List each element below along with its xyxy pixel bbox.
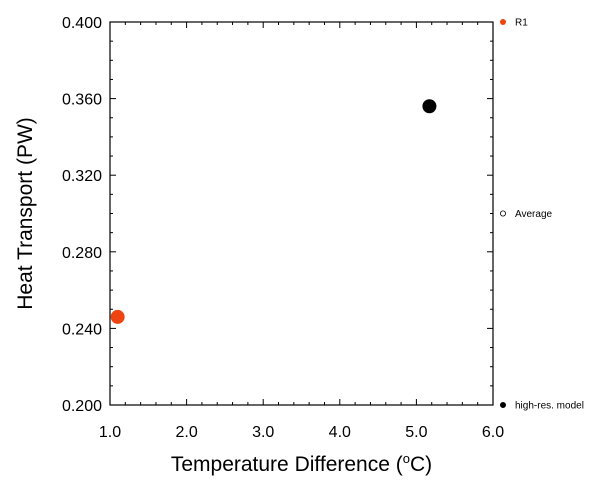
x-tick-label: 5.0 [405,424,427,441]
legend-label: R1 [515,18,528,29]
data-point [422,99,437,114]
legend-marker [499,210,506,217]
data-point [110,309,125,324]
y-axis-title: Heat Transport (PW) [14,117,37,310]
x-tick-label: 6.0 [482,424,504,441]
x-tick-label: 3.0 [252,424,274,441]
y-tick-label: 0.400 [62,15,102,32]
legend-marker [499,18,506,25]
legend-label: Average [515,209,553,220]
x-tick-label: 1.0 [99,424,121,441]
y-tick-label: 0.360 [62,92,102,109]
data-points [110,99,437,324]
legend-marker [499,401,506,408]
plot-frame [109,21,494,406]
legend-label: high-res. model [515,401,584,412]
y-axis-ticks: 0.200 0.240 0.280 0.320 0.360 0.400 [62,15,493,415]
x-axis-title: Temperature Difference (oC) [171,451,432,476]
legend: R1 Average high-res. model [499,18,584,412]
x-tick-label: 4.0 [329,424,351,441]
y-tick-label: 0.240 [62,321,102,338]
x-tick-label: 2.0 [175,424,197,441]
y-tick-label: 0.280 [62,245,102,262]
y-tick-label: 0.320 [62,168,102,185]
y-tick-label: 0.200 [62,398,102,415]
x-axis-ticks: 1.0 2.0 3.0 4.0 5.0 6.0 [99,22,504,441]
